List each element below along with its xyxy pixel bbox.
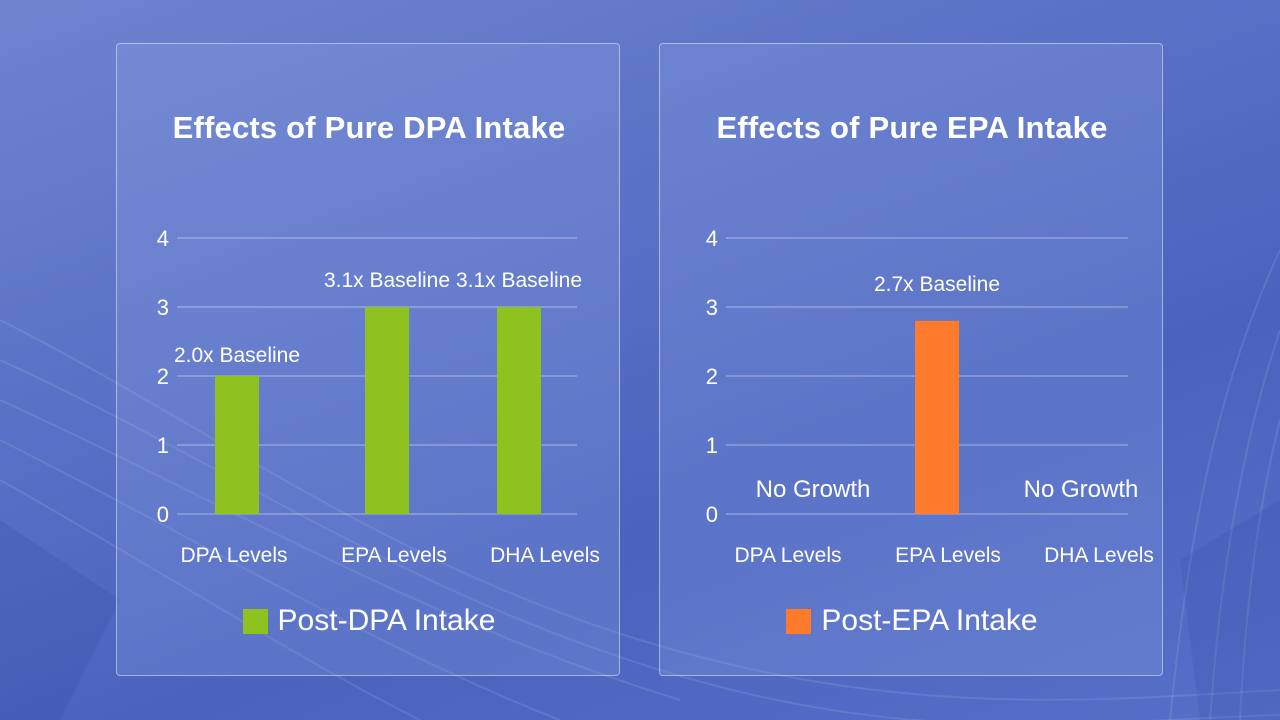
x-category-label: EPA Levels <box>895 544 1001 567</box>
chart-legend: Post-DPA Intake <box>117 604 621 638</box>
legend-swatch <box>786 608 812 634</box>
y-tick-label: 3 <box>157 295 169 320</box>
chart-legend: Post-EPA Intake <box>660 604 1164 638</box>
epa-chart-plot: 0 1 2 3 4 No Growth DPA Levels 2.7x Baseline EPA… <box>706 226 1154 567</box>
legend-swatch <box>242 608 268 634</box>
x-category-label: DPA Levels <box>735 544 842 567</box>
legend-label: Post-DPA Intake <box>277 604 496 637</box>
y-tick-label: 2 <box>706 364 718 389</box>
dpa-chart-plot: 0 1 2 3 4 2.0x Baseline DPA Levels 3.1x Baselin… <box>157 226 600 567</box>
y-tick-label: 2 <box>157 364 169 389</box>
dpa-chart-panel: 0 1 2 3 4 2.0x Baseline DPA Levels 3.1x Baselin… <box>116 43 620 676</box>
bar <box>215 376 259 514</box>
bar <box>915 320 959 514</box>
bar <box>497 307 541 514</box>
data-label: No Growth <box>756 476 871 503</box>
x-category-label: DHA Levels <box>490 544 600 567</box>
bar <box>365 307 409 514</box>
y-tick-label: 3 <box>706 295 718 320</box>
x-category-label: EPA Levels <box>341 544 447 567</box>
epa-chart-panel: 0 1 2 3 4 No Growth DPA Levels 2.7x Baseline EPA… <box>659 43 1163 676</box>
y-tick-label: 1 <box>706 433 718 458</box>
chart-title: Effects of Pure EPA Intake <box>716 110 1108 145</box>
data-label: No Growth <box>1024 476 1139 503</box>
data-label: 2.7x Baseline <box>874 273 1000 296</box>
y-tick-label: 1 <box>157 433 169 458</box>
y-tick-label: 4 <box>157 226 169 251</box>
data-label: 3.1x Baseline <box>456 269 582 292</box>
y-tick-label: 0 <box>157 502 169 527</box>
legend-label: Post-EPA Intake <box>821 604 1038 637</box>
x-category-label: DHA Levels <box>1044 544 1154 567</box>
x-category-label: DPA Levels <box>181 544 288 567</box>
y-tick-label: 4 <box>706 226 718 251</box>
chart-title: Effects of Pure DPA Intake <box>172 110 566 145</box>
data-label: 3.1x Baseline <box>324 269 450 292</box>
data-label: 2.0x Baseline <box>174 344 300 367</box>
y-tick-label: 0 <box>706 502 718 527</box>
